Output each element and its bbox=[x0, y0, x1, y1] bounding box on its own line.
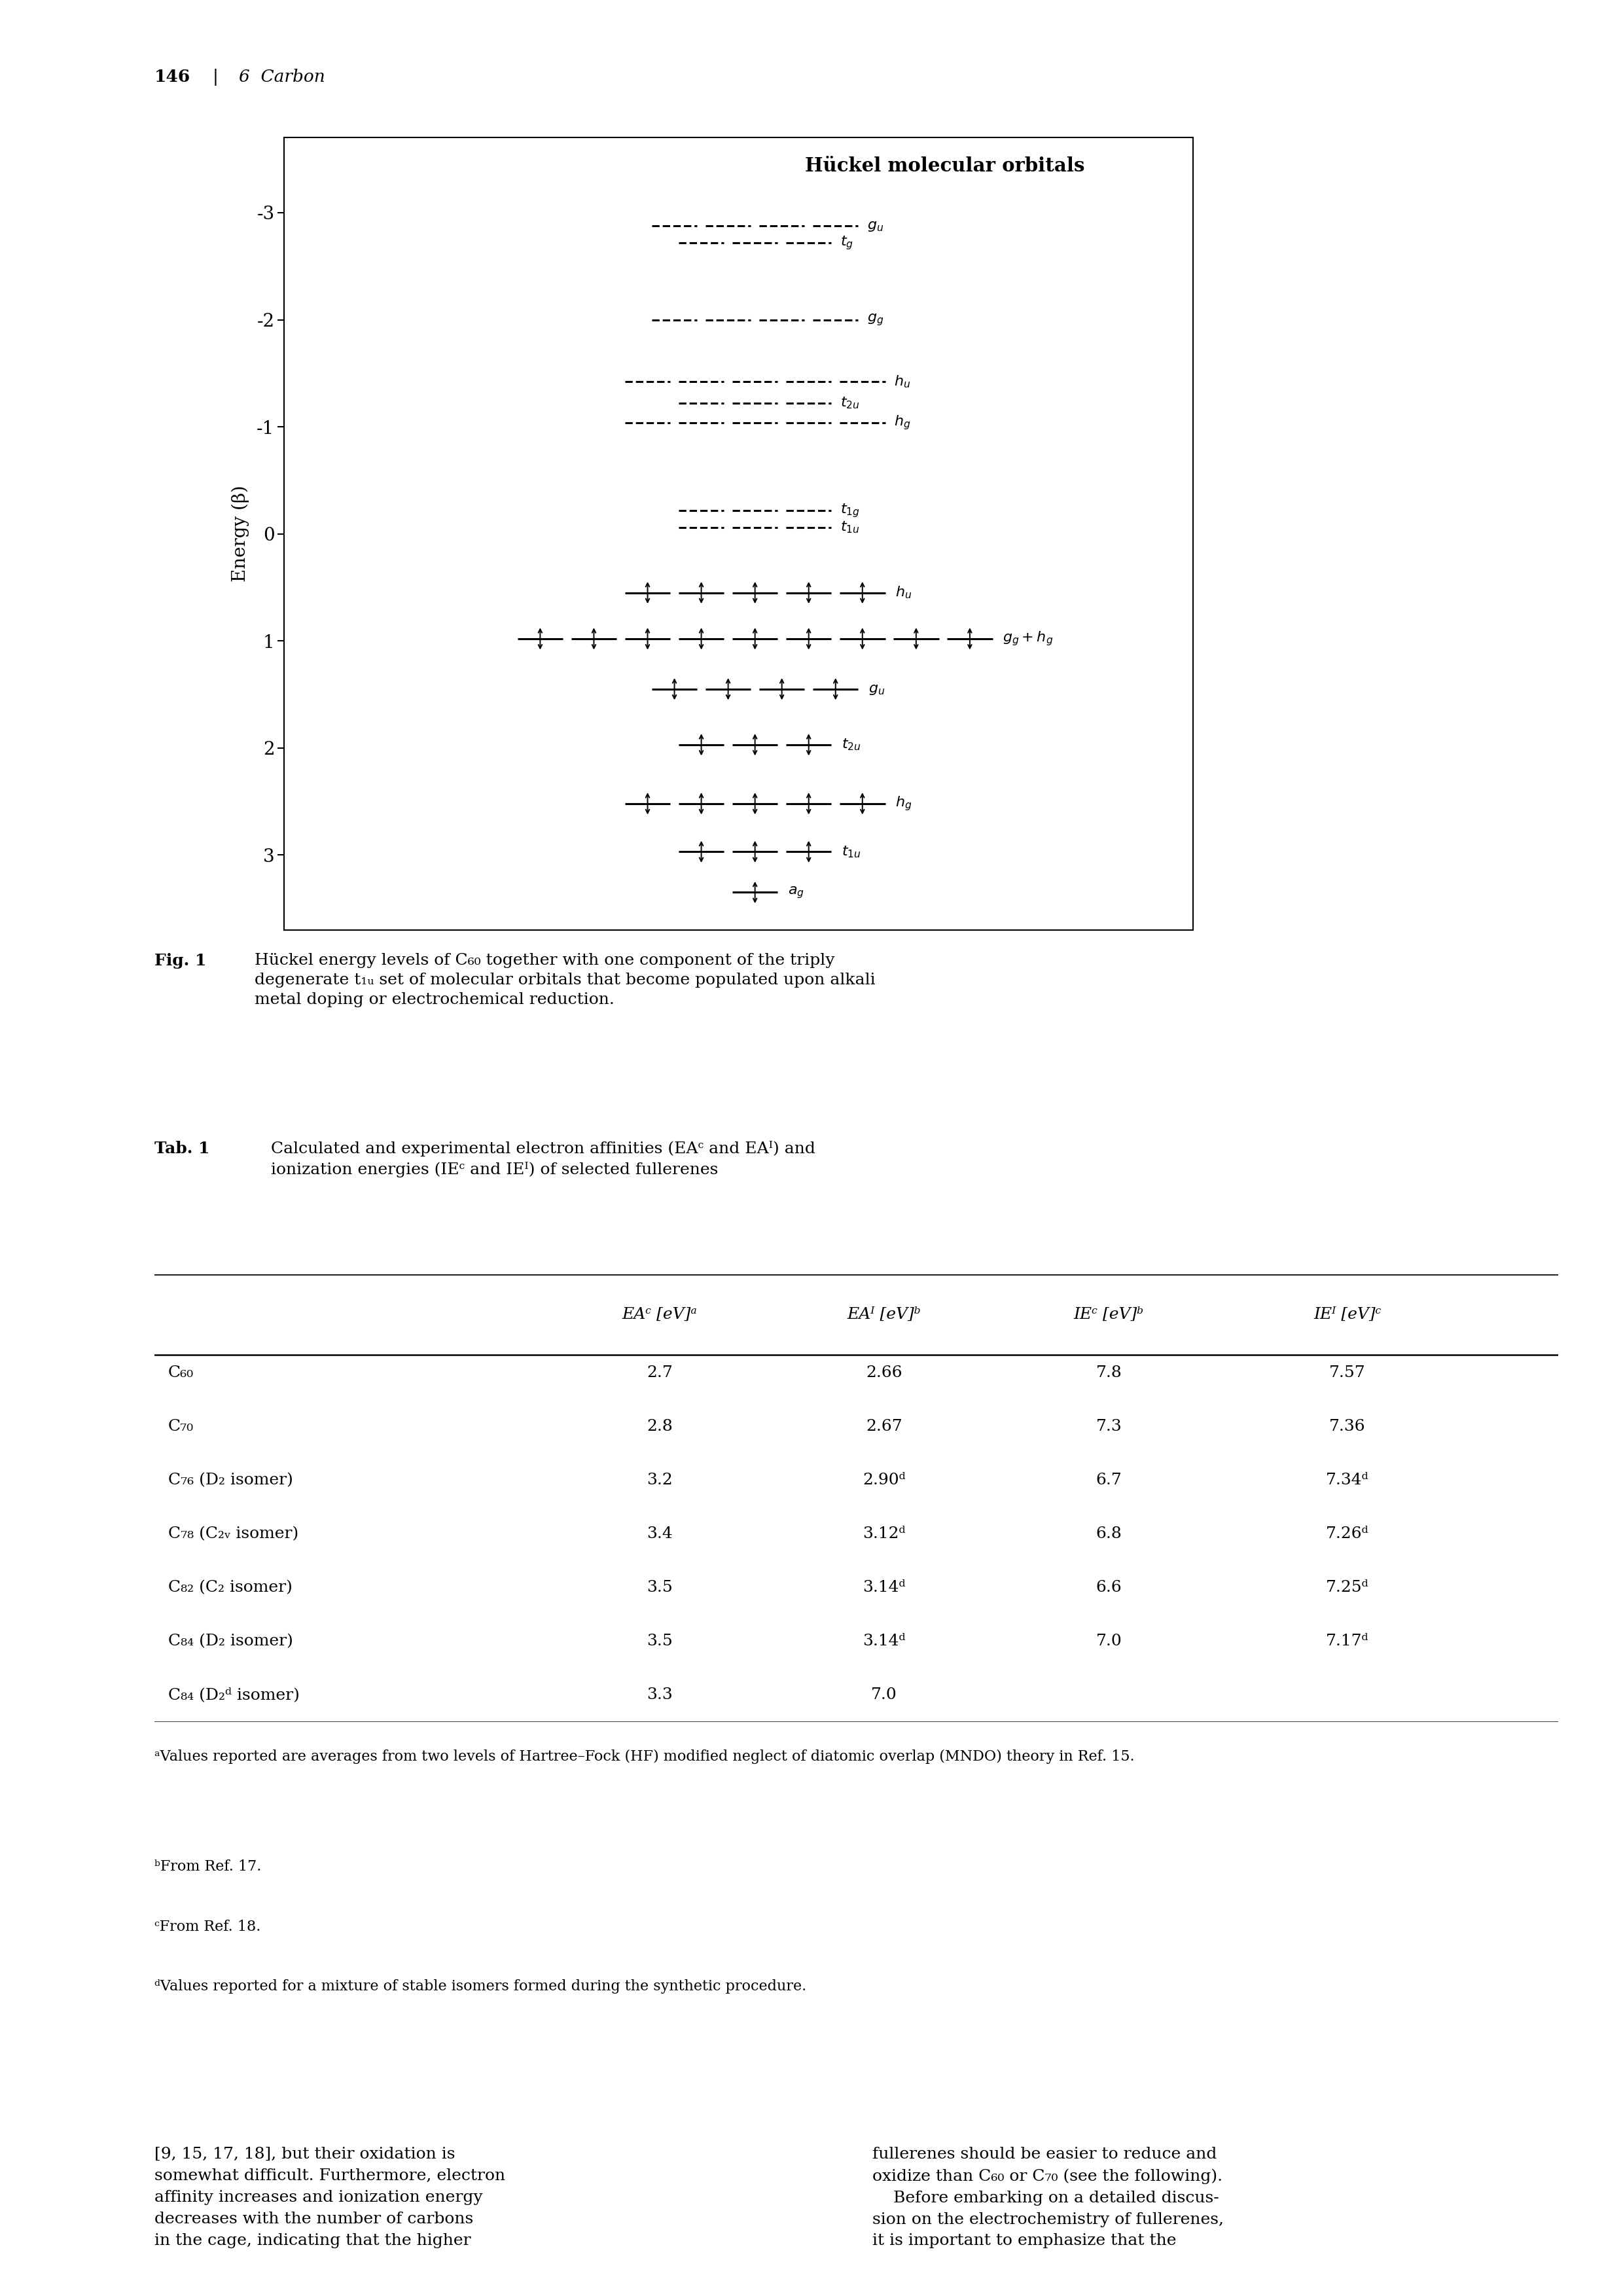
Text: Fig. 1: Fig. 1 bbox=[154, 953, 206, 969]
Text: 6.8: 6.8 bbox=[1096, 1527, 1121, 1541]
Text: C₇₆ (D₂ isomer): C₇₆ (D₂ isomer) bbox=[169, 1472, 294, 1488]
Text: $t_{1g}$: $t_{1g}$ bbox=[841, 503, 860, 519]
Text: |: | bbox=[213, 69, 219, 85]
Text: 7.8: 7.8 bbox=[1096, 1366, 1121, 1380]
Text: C₈₂ (C₂ isomer): C₈₂ (C₂ isomer) bbox=[169, 1580, 292, 1596]
Text: $h_u$: $h_u$ bbox=[894, 585, 912, 602]
Text: $g_u$: $g_u$ bbox=[868, 682, 885, 696]
Text: 2.67: 2.67 bbox=[867, 1419, 902, 1435]
Text: 2.7: 2.7 bbox=[646, 1366, 672, 1380]
Text: $t_g$: $t_g$ bbox=[841, 234, 854, 250]
Text: 2.8: 2.8 bbox=[646, 1419, 672, 1435]
Text: $h_u$: $h_u$ bbox=[894, 374, 911, 390]
Text: 7.26ᵈ: 7.26ᵈ bbox=[1326, 1527, 1368, 1541]
Text: C₆₀: C₆₀ bbox=[169, 1366, 193, 1380]
Text: $t_{1u}$: $t_{1u}$ bbox=[841, 845, 860, 859]
Text: IEᴵ [eV]ᶜ: IEᴵ [eV]ᶜ bbox=[1313, 1306, 1381, 1322]
Text: 146: 146 bbox=[154, 69, 190, 85]
Text: $h_g$: $h_g$ bbox=[894, 794, 912, 813]
Text: Calculated and experimental electron affinities (EAᶜ and EAᴵ) and
ionization ene: Calculated and experimental electron aff… bbox=[271, 1141, 815, 1178]
Text: fullerenes should be easier to reduce and
oxidize than C₆₀ or C₇₀ (see the follo: fullerenes should be easier to reduce an… bbox=[873, 2147, 1224, 2248]
Text: $t_{1u}$: $t_{1u}$ bbox=[841, 519, 860, 535]
Text: ᵇFrom Ref. 17.: ᵇFrom Ref. 17. bbox=[154, 1860, 261, 1874]
Text: 2.66: 2.66 bbox=[867, 1366, 902, 1380]
Text: C₇₈ (C₂ᵥ isomer): C₇₈ (C₂ᵥ isomer) bbox=[169, 1527, 299, 1541]
Text: 3.5: 3.5 bbox=[646, 1635, 672, 1649]
Text: ᵃValues reported are averages from two levels of Hartree–Fock (HF) modified negl: ᵃValues reported are averages from two l… bbox=[154, 1750, 1134, 1763]
Text: 3.14ᵈ: 3.14ᵈ bbox=[863, 1635, 906, 1649]
Text: C₈₄ (D₂ᵈ isomer): C₈₄ (D₂ᵈ isomer) bbox=[169, 1688, 300, 1704]
Text: 6  Carbon: 6 Carbon bbox=[239, 69, 325, 85]
Text: 6.7: 6.7 bbox=[1096, 1472, 1121, 1488]
Text: EAᴵ [eV]ᵇ: EAᴵ [eV]ᵇ bbox=[847, 1306, 922, 1322]
Text: $g_g+h_g$: $g_g+h_g$ bbox=[1003, 629, 1053, 647]
Text: Hückel energy levels of C₆₀ together with one component of the triply
degenerate: Hückel energy levels of C₆₀ together wit… bbox=[255, 953, 876, 1008]
Text: 3.4: 3.4 bbox=[646, 1527, 672, 1541]
Text: $g_g$: $g_g$ bbox=[867, 312, 883, 328]
Text: 3.5: 3.5 bbox=[646, 1580, 672, 1596]
Text: $t_{2u}$: $t_{2u}$ bbox=[841, 395, 860, 411]
Text: EAᶜ [eV]ᵃ: EAᶜ [eV]ᵃ bbox=[622, 1306, 698, 1322]
Text: C₇₀: C₇₀ bbox=[169, 1419, 193, 1435]
Y-axis label: Energy (β): Energy (β) bbox=[232, 484, 250, 583]
Text: 7.3: 7.3 bbox=[1096, 1419, 1121, 1435]
Text: $h_g$: $h_g$ bbox=[894, 413, 911, 432]
Text: 7.17ᵈ: 7.17ᵈ bbox=[1326, 1635, 1368, 1649]
Text: [9, 15, 17, 18], but their oxidation is
somewhat difficult. Furthermore, electro: [9, 15, 17, 18], but their oxidation is … bbox=[154, 2147, 505, 2248]
Text: 7.34ᵈ: 7.34ᵈ bbox=[1326, 1472, 1368, 1488]
Text: C₈₄ (D₂ isomer): C₈₄ (D₂ isomer) bbox=[169, 1635, 294, 1649]
Text: 7.0: 7.0 bbox=[872, 1688, 898, 1704]
Text: $g_u$: $g_u$ bbox=[867, 218, 883, 232]
Text: 6.6: 6.6 bbox=[1096, 1580, 1121, 1596]
Text: 2.90ᵈ: 2.90ᵈ bbox=[863, 1472, 906, 1488]
Text: ᶜFrom Ref. 18.: ᶜFrom Ref. 18. bbox=[154, 1919, 260, 1933]
Text: 7.0: 7.0 bbox=[1096, 1635, 1121, 1649]
Text: 7.25ᵈ: 7.25ᵈ bbox=[1326, 1580, 1368, 1596]
Text: 7.57: 7.57 bbox=[1329, 1366, 1365, 1380]
Text: $a_g$: $a_g$ bbox=[787, 884, 803, 900]
Text: 7.36: 7.36 bbox=[1329, 1419, 1365, 1435]
Text: 3.3: 3.3 bbox=[646, 1688, 672, 1704]
Text: IEᶜ [eV]ᵇ: IEᶜ [eV]ᵇ bbox=[1074, 1306, 1144, 1322]
Text: 3.12ᵈ: 3.12ᵈ bbox=[863, 1527, 906, 1541]
Text: $t_{2u}$: $t_{2u}$ bbox=[841, 737, 860, 753]
Text: ᵈValues reported for a mixture of stable isomers formed during the synthetic pro: ᵈValues reported for a mixture of stable… bbox=[154, 1979, 807, 1993]
Text: 3.2: 3.2 bbox=[646, 1472, 672, 1488]
Text: 3.14ᵈ: 3.14ᵈ bbox=[863, 1580, 906, 1596]
Text: Tab. 1: Tab. 1 bbox=[154, 1141, 209, 1157]
Text: Hückel molecular orbitals: Hückel molecular orbitals bbox=[805, 156, 1084, 174]
